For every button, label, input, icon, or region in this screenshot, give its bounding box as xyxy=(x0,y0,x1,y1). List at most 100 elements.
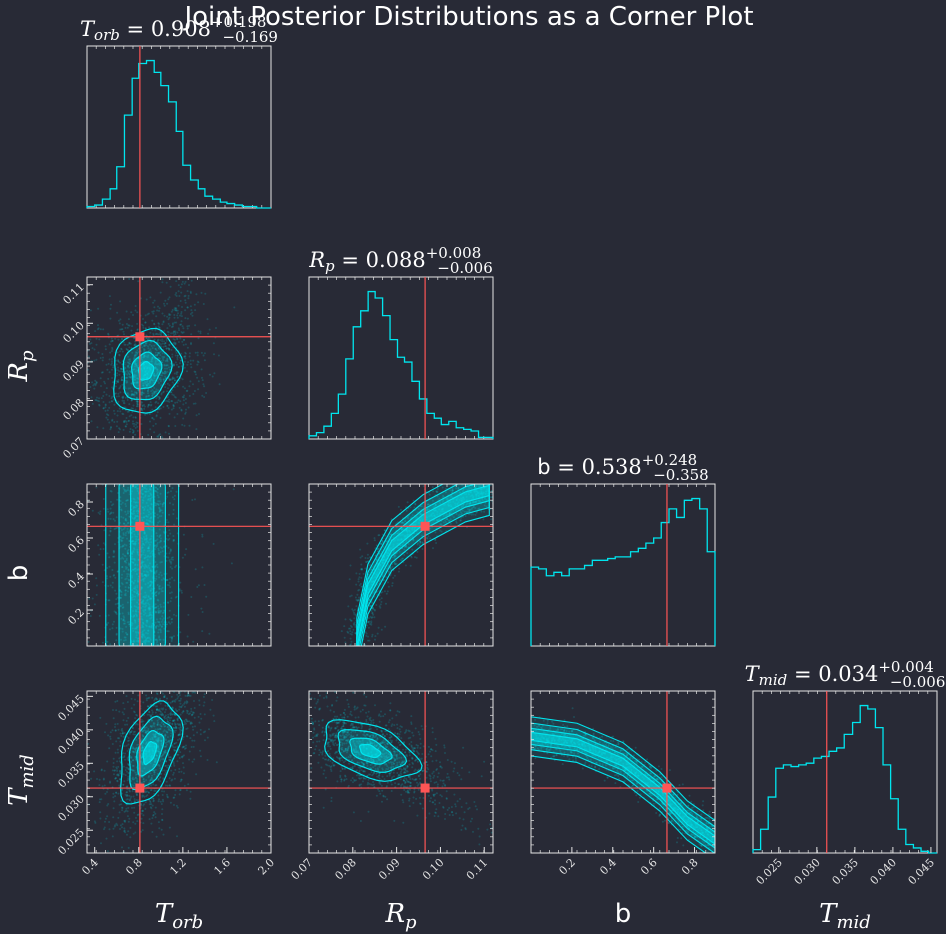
sample-point xyxy=(145,334,148,337)
sample-point xyxy=(455,498,458,501)
sample-point xyxy=(161,338,164,341)
sample-point xyxy=(460,499,463,502)
sample-point xyxy=(97,351,100,354)
sample-point xyxy=(406,533,409,536)
sample-point xyxy=(168,581,171,584)
sample-point xyxy=(371,612,374,615)
sample-point xyxy=(131,351,134,354)
sample-point xyxy=(145,519,148,521)
sample-point xyxy=(179,286,182,289)
sample-point xyxy=(450,505,453,508)
sample-point xyxy=(188,758,191,761)
sample-point xyxy=(406,516,409,519)
sample-point xyxy=(122,615,125,618)
sample-point xyxy=(167,322,170,325)
sample-point xyxy=(132,540,134,543)
sample-point xyxy=(164,370,166,373)
sample-point xyxy=(149,580,152,583)
sample-point xyxy=(463,510,466,513)
sample-point xyxy=(179,400,182,403)
sample-point xyxy=(469,491,472,494)
sample-point xyxy=(95,382,97,385)
sample-point xyxy=(400,529,403,532)
sample-point xyxy=(359,582,362,585)
sample-point xyxy=(157,362,160,365)
sample-point xyxy=(179,713,182,716)
sample-point xyxy=(401,544,404,547)
sample-point xyxy=(154,391,157,394)
sample-point xyxy=(131,410,134,413)
sample-point xyxy=(162,611,165,614)
sample-point xyxy=(121,545,124,548)
sample-point xyxy=(132,407,134,410)
sample-point xyxy=(166,491,169,494)
sample-point xyxy=(124,592,127,595)
sample-point xyxy=(147,433,150,436)
sample-point xyxy=(367,639,369,642)
density-fill xyxy=(138,361,154,381)
sample-point xyxy=(155,606,158,609)
sample-point xyxy=(116,700,119,702)
sample-point xyxy=(98,614,101,617)
sample-point xyxy=(143,565,146,568)
sample-point xyxy=(165,559,168,562)
sample-point xyxy=(372,577,375,580)
histogram-step-line xyxy=(308,290,494,439)
sample-point xyxy=(349,637,352,640)
sample-point xyxy=(140,407,143,410)
sample-point xyxy=(126,522,129,525)
sample-point xyxy=(175,709,178,712)
sample-point xyxy=(127,393,130,396)
sample-point xyxy=(111,569,114,571)
sample-point xyxy=(419,541,422,543)
sample-point xyxy=(178,757,181,759)
sample-point xyxy=(152,310,155,313)
sample-point xyxy=(149,493,152,496)
sample-point xyxy=(102,407,105,410)
sample-point xyxy=(145,488,148,491)
sample-point xyxy=(412,538,415,541)
sample-point xyxy=(407,538,410,541)
sample-point xyxy=(142,600,145,603)
sample-point xyxy=(145,625,148,628)
sample-point xyxy=(132,374,135,377)
sample-point xyxy=(137,577,140,580)
sample-point xyxy=(172,394,175,397)
sample-point xyxy=(142,626,145,629)
sample-point xyxy=(170,597,173,600)
sample-point xyxy=(119,538,122,541)
sample-point xyxy=(429,527,432,530)
sample-point xyxy=(123,554,126,557)
sample-point xyxy=(448,519,451,522)
sample-point xyxy=(462,496,464,499)
sample-point xyxy=(466,510,469,513)
sample-point xyxy=(201,376,203,379)
sample-point xyxy=(146,574,149,577)
sample-point xyxy=(142,516,145,519)
sample-point xyxy=(159,628,162,631)
sample-point xyxy=(140,550,143,553)
sample-point xyxy=(152,272,154,274)
sample-point xyxy=(136,637,139,640)
sample-point xyxy=(474,501,477,503)
sample-point xyxy=(155,539,158,542)
histogram-title: Rp = 0.088+0.008 −0.006 xyxy=(308,244,493,277)
sample-point xyxy=(162,692,164,695)
sample-point xyxy=(448,513,451,516)
sample-point xyxy=(212,688,214,690)
sample-point xyxy=(170,326,173,328)
sample-point xyxy=(151,565,154,568)
sample-point xyxy=(172,363,175,366)
sample-point xyxy=(151,625,154,628)
sample-point xyxy=(119,328,122,331)
sample-point xyxy=(126,530,129,533)
sample-point xyxy=(208,632,211,635)
sample-point xyxy=(116,311,119,314)
sample-point xyxy=(131,535,134,538)
sample-point xyxy=(114,611,117,614)
sample-point xyxy=(94,379,97,382)
sample-point xyxy=(115,359,117,362)
sample-point xyxy=(133,375,136,378)
sample-point xyxy=(122,533,125,536)
sample-point xyxy=(120,379,123,382)
